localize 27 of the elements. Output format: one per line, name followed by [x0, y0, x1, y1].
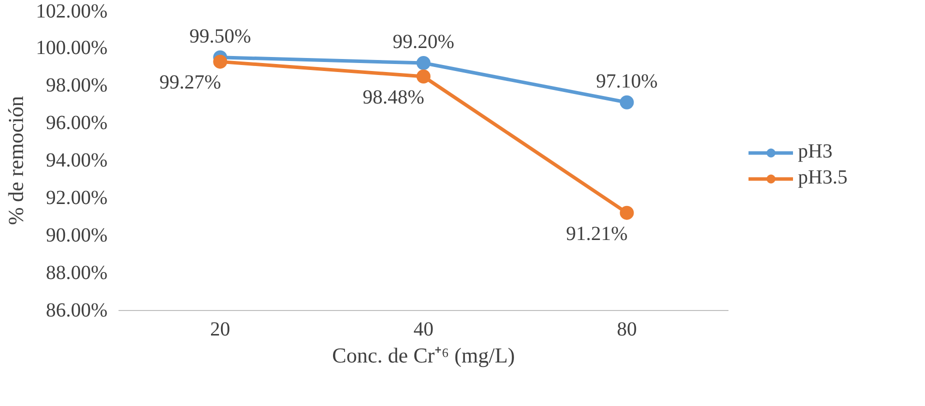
- point: [416, 56, 430, 70]
- y-tick-label: 94.00%: [46, 150, 108, 172]
- x-axis-title: Conc. de Cr⁺⁶ (mg/L): [332, 344, 515, 368]
- data-label: 99.27%: [159, 72, 222, 94]
- legend-label: pH3: [798, 140, 832, 164]
- point: [213, 54, 228, 69]
- data-label: 91.21%: [566, 222, 628, 245]
- data-label: 99.50%: [189, 25, 252, 48]
- y-tick-label: 90.00%: [46, 224, 108, 246]
- x-tick-label: 40: [414, 318, 434, 340]
- y-tick-label: 86.00%: [46, 300, 108, 322]
- x-tick-label: 80: [616, 318, 637, 340]
- x-tick-label: 20: [210, 318, 230, 340]
- y-tick-label: 98.00%: [46, 74, 108, 96]
- y-tick-label: 92.00%: [46, 187, 108, 209]
- data-label: 97.10%: [596, 70, 658, 92]
- point: [416, 70, 430, 84]
- point: [620, 206, 634, 220]
- y-axis-title: % de remoción: [4, 96, 28, 226]
- y-tick-label: 88.00%: [46, 262, 108, 284]
- data-label: 98.48%: [362, 86, 424, 108]
- y-tick-label: 96.00%: [46, 112, 108, 134]
- y-tick-label: 100.00%: [36, 37, 108, 59]
- data-label: 99.20%: [392, 31, 454, 53]
- y-tick-label: 102.00%: [36, 0, 108, 22]
- point: [620, 95, 634, 110]
- legend-label: pH3.5: [798, 166, 848, 190]
